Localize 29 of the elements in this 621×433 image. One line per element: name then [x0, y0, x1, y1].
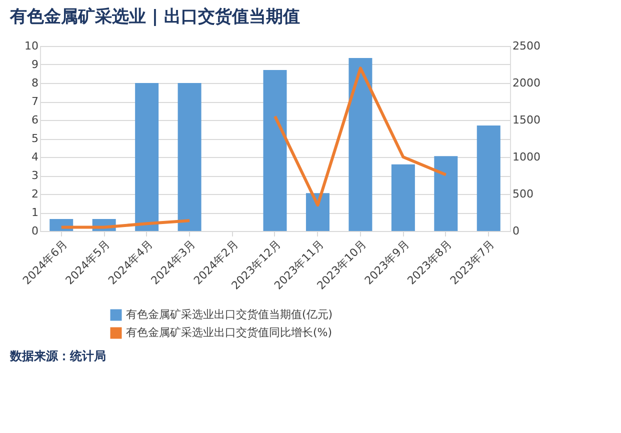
y-tick-label: 5 — [32, 132, 38, 145]
y2-tick-label: 1500 — [512, 114, 540, 126]
y2-tick-label: 1000 — [512, 150, 540, 164]
bar — [306, 193, 330, 231]
chart-title: 有色金属矿采选业 | 出口交货值当期值 — [9, 7, 300, 27]
legend-label: 有色金属矿采选业出口交货值当期值(亿元) — [126, 308, 333, 321]
bar — [263, 70, 287, 231]
y-tick-label: 2 — [32, 188, 38, 200]
y-tick-label: 3 — [32, 169, 38, 182]
y-tick-label: 4 — [32, 150, 38, 164]
bar — [178, 83, 202, 231]
y-tick-label: 10 — [24, 40, 38, 52]
legend-label: 有色金属矿采选业出口交货值同比增长(%) — [126, 326, 332, 339]
y-tick-label: 0 — [32, 224, 38, 238]
bar — [135, 83, 159, 231]
y-tick-label: 6 — [32, 114, 38, 126]
y2-tick-label: 500 — [512, 188, 534, 200]
source-note: 数据来源：统计局 — [9, 349, 106, 363]
y2-tick-label: 0 — [512, 224, 520, 238]
y-tick-label: 9 — [32, 58, 38, 71]
y-tick-label: 1 — [32, 206, 38, 219]
y2-tick-label: 2500 — [512, 40, 540, 52]
bar — [434, 156, 458, 231]
bar — [391, 164, 415, 231]
bar — [348, 58, 372, 231]
bar — [476, 126, 500, 231]
y-tick-label: 8 — [32, 76, 38, 90]
y-tick-label: 7 — [32, 95, 38, 108]
y2-tick-label: 2000 — [512, 76, 540, 90]
